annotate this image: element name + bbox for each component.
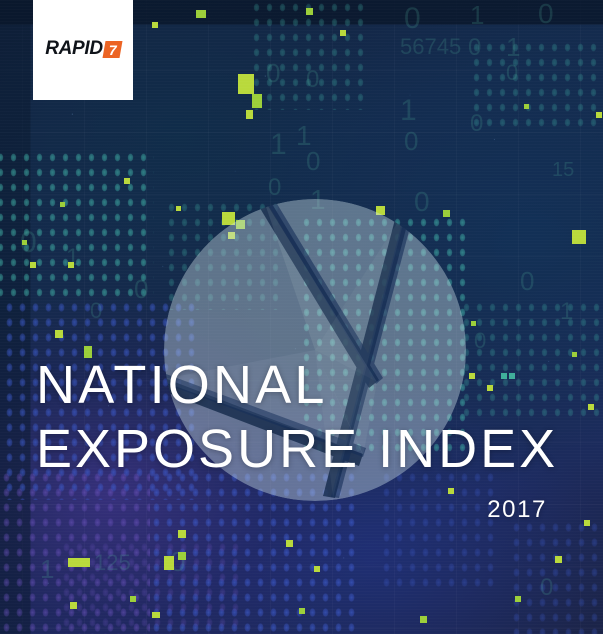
rapid7-logo: RAPID 7: [45, 38, 123, 60]
halftone-dot-grid: [510, 520, 603, 634]
halftone-dot-grid: [0, 150, 154, 300]
background-numeral: 1: [40, 556, 54, 582]
background-numeral: 0: [266, 60, 280, 86]
background-numeral: 0: [468, 36, 481, 60]
halftone-dot-grid: [460, 300, 603, 420]
halftone-dot-grid: [60, 540, 240, 634]
background-numeral: 0: [520, 268, 534, 294]
logo-seven-icon: 7: [102, 40, 123, 58]
halftone-dot-grid: [0, 300, 200, 500]
background-numeral: 125: [94, 552, 131, 574]
halftone-dot-grid: [250, 0, 370, 110]
camera-aperture-icon: [163, 198, 467, 502]
halftone-dot-grid: [380, 470, 500, 590]
halftone-dot-grid: [470, 40, 603, 130]
cover-title-block: NATIONAL EXPOSURE INDEX 2017: [36, 355, 576, 523]
background-numeral: 0: [470, 112, 483, 136]
background-numeral: 0: [268, 176, 281, 200]
background-numeral: 0: [538, 0, 554, 28]
background-numeral: 0: [414, 188, 430, 216]
rapid7-logo-box: RAPID 7: [33, 0, 133, 100]
logo-seven-numeral: 7: [108, 41, 117, 57]
title-line-1: NATIONAL: [36, 355, 328, 415]
background-numeral: 1: [296, 122, 312, 150]
background-numeral: 1: [400, 96, 417, 126]
background-numeral: 0: [474, 330, 486, 352]
report-year: 2017: [487, 496, 547, 523]
background-numeral: 56745: [400, 36, 461, 58]
background-numeral: 1: [506, 34, 520, 60]
background-numeral: 0: [506, 62, 518, 84]
background-numeral: 15: [552, 160, 574, 180]
title-line-2: EXPOSURE INDEX: [36, 419, 559, 479]
halftone-dot-grid: [300, 215, 470, 455]
background-numeral: 0: [540, 576, 553, 600]
logo-wordmark: RAPID: [45, 38, 103, 59]
background-numeral: 0: [134, 276, 148, 302]
background-numeral: 1: [310, 186, 326, 214]
background-numeral: 0: [306, 148, 320, 174]
background-numeral: 0: [404, 128, 418, 154]
background-numeral: 1: [470, 2, 484, 28]
background-numeral: 0: [404, 4, 421, 34]
background-numeral: 0: [306, 68, 319, 92]
background-numeral: 0: [20, 228, 37, 258]
background-numeral: 1: [270, 130, 287, 160]
background-numeral: 1: [560, 300, 573, 324]
background-numeral: 0: [90, 300, 102, 322]
